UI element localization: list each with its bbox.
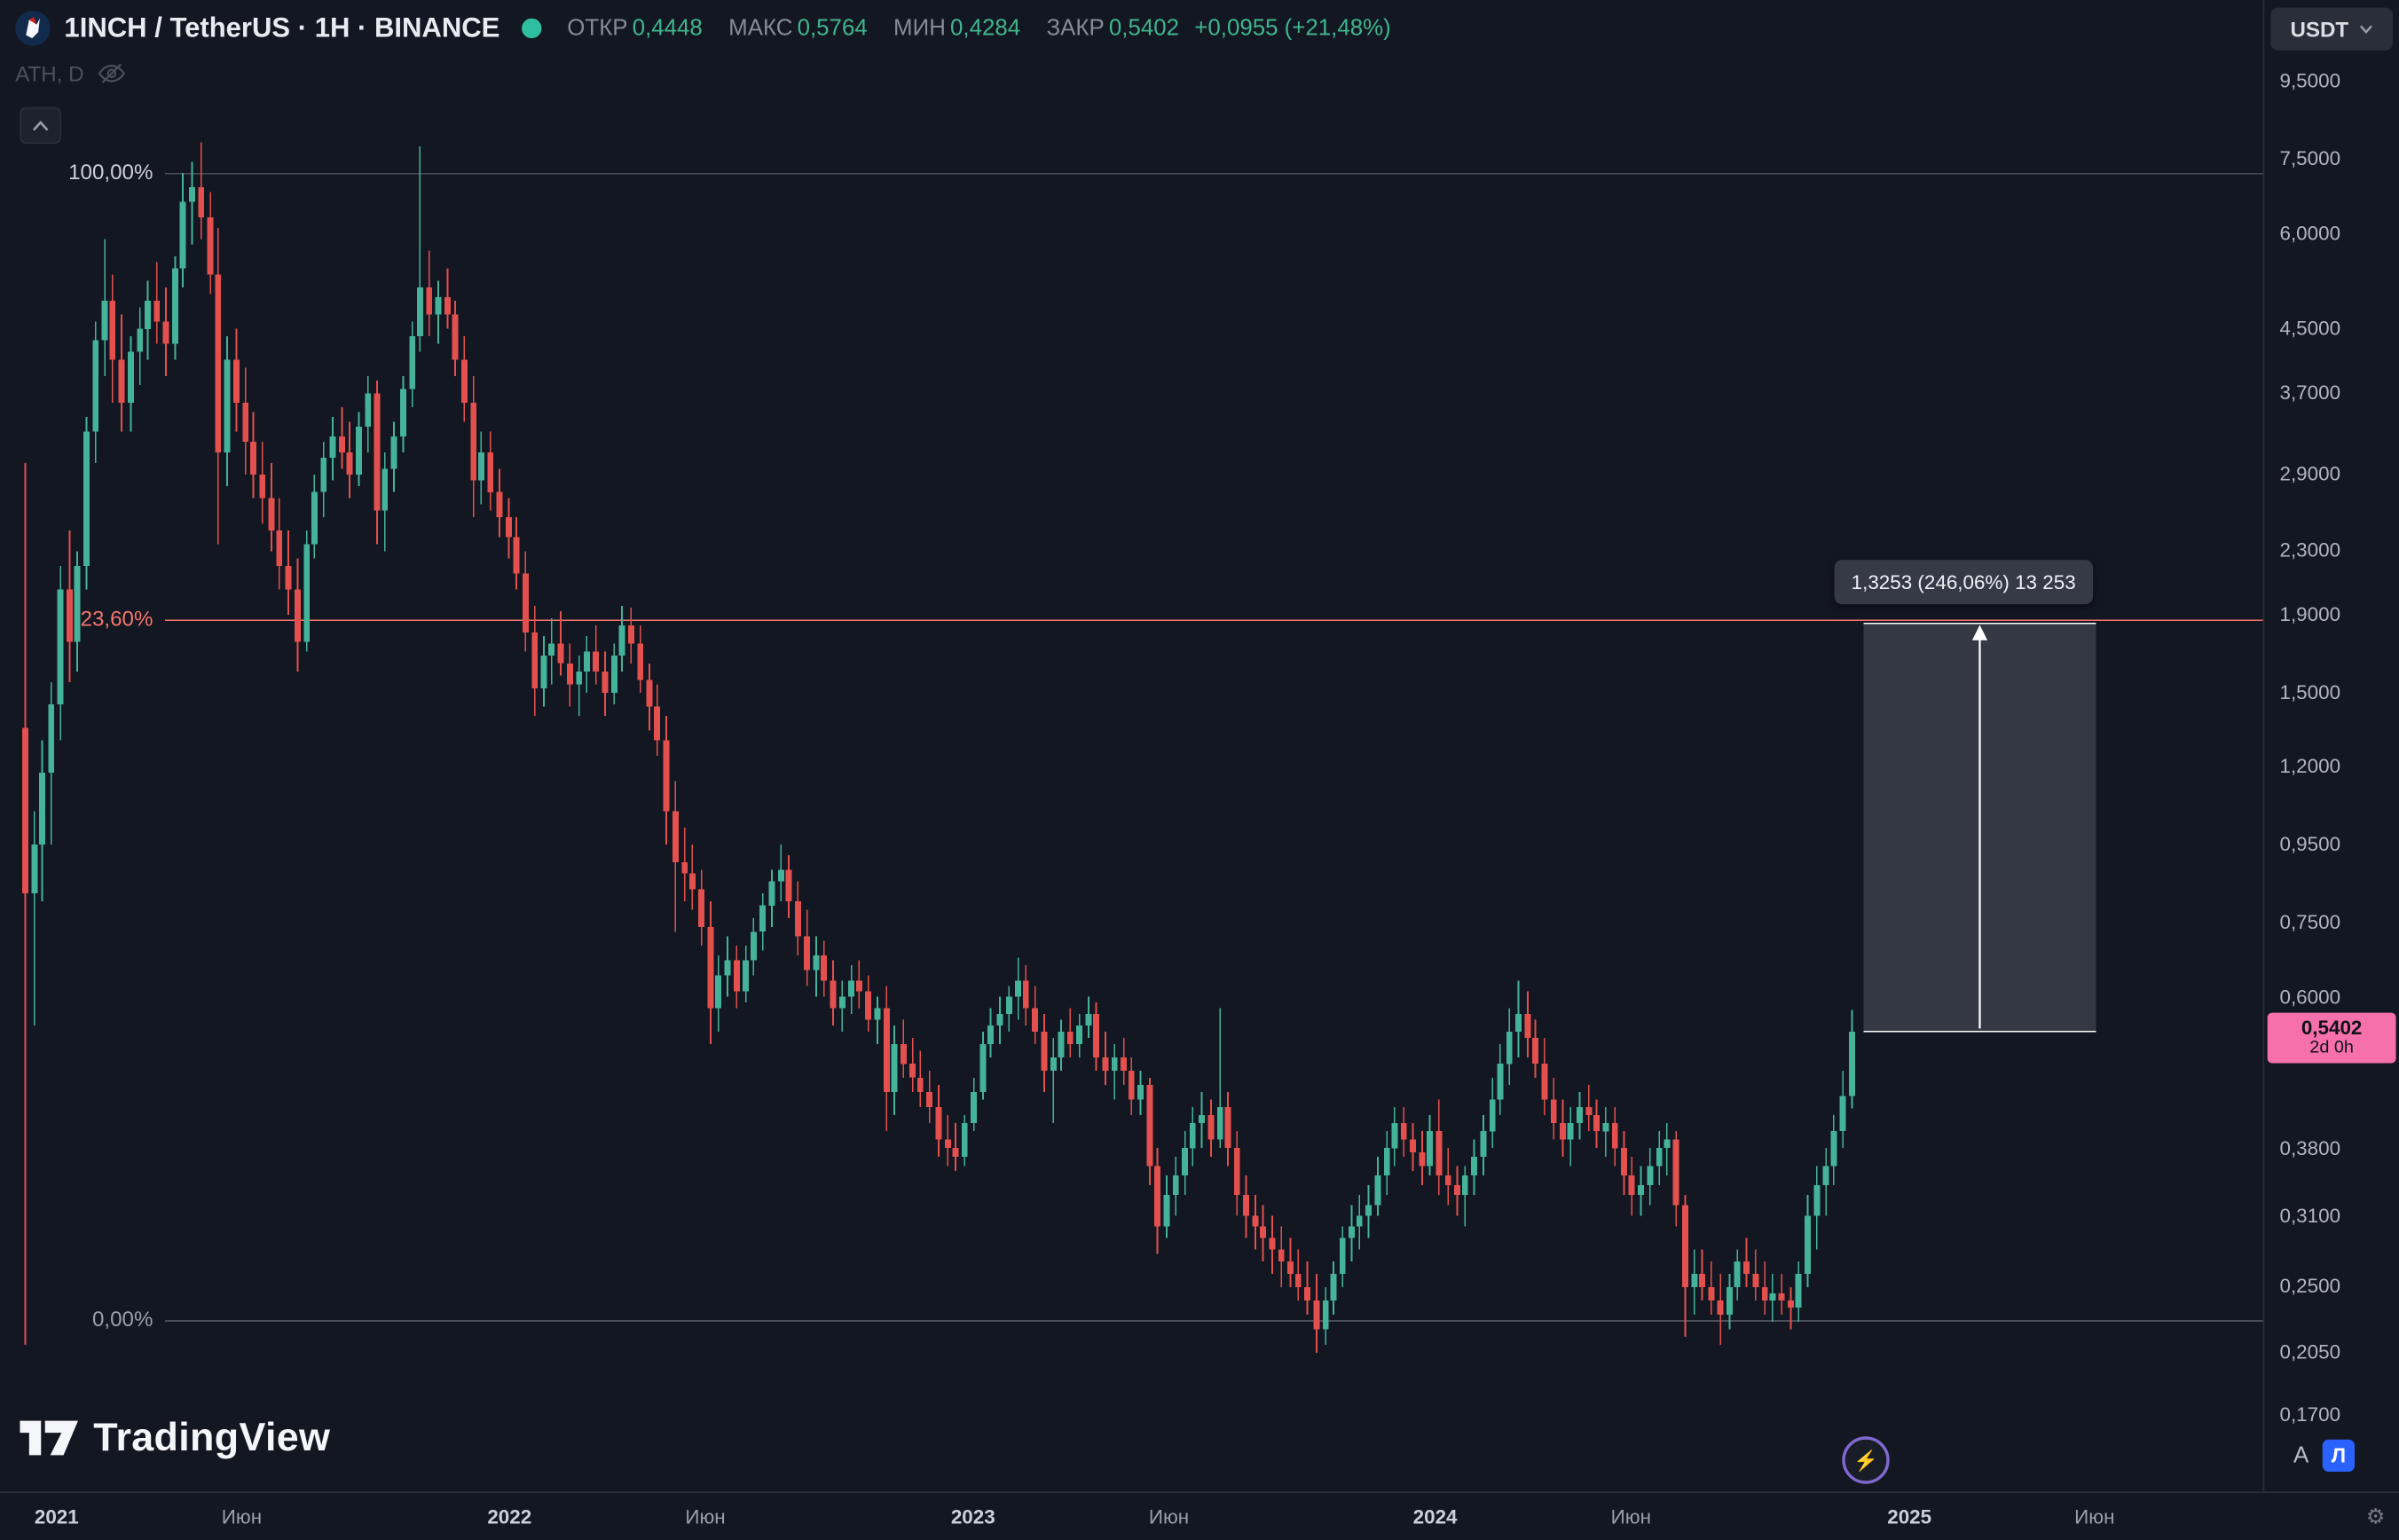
price-tick: 1,5000 bbox=[2279, 680, 2341, 704]
close-label: ЗАКР bbox=[1046, 15, 1105, 42]
bar-countdown: 2d 0h bbox=[2309, 1039, 2354, 1058]
price-tick: 0,9500 bbox=[2279, 832, 2341, 855]
lightning-button[interactable]: ⚡ bbox=[1842, 1436, 1890, 1484]
price-tick: 0,3800 bbox=[2279, 1135, 2341, 1159]
auto-scale-toggle[interactable]: А bbox=[2293, 1442, 2309, 1469]
indicator-name[interactable]: ATH, D bbox=[15, 60, 84, 86]
tradingview-text: TradingView bbox=[93, 1413, 331, 1460]
price-tick: 0,7500 bbox=[2279, 910, 2341, 934]
open-label: ОТКР bbox=[567, 15, 628, 42]
chevron-up-icon bbox=[32, 120, 49, 130]
change-value: +0,0955 (+21,48%) bbox=[1194, 15, 1391, 42]
time-axis[interactable]: 2021 Июн 2022 Июн 2023 Июн 2024 Июн 2025 Июн ⚙ bbox=[0, 1491, 2399, 1540]
price-tick: 2,9000 bbox=[2279, 462, 2341, 485]
time-tick-year: 2025 bbox=[1887, 1505, 1932, 1528]
close-value: 0,5402 bbox=[1108, 15, 1180, 42]
time-tick-year: 2022 bbox=[487, 1505, 532, 1528]
collapse-pane-button[interactable] bbox=[20, 106, 61, 145]
price-tick: 9,5000 bbox=[2279, 68, 2341, 92]
price-tick: 0,3100 bbox=[2279, 1203, 2341, 1227]
time-tick-month: Июн bbox=[221, 1505, 263, 1528]
eye-hidden-icon[interactable] bbox=[98, 63, 125, 84]
high-label: МАКС bbox=[728, 15, 793, 42]
time-tick-year: 2023 bbox=[950, 1505, 995, 1528]
price-tick: 4,5000 bbox=[2279, 316, 2341, 340]
currency-selector[interactable]: USDT bbox=[2270, 7, 2394, 51]
price-tick: 7,5000 bbox=[2279, 146, 2341, 170]
high-value: 0,5764 bbox=[797, 15, 868, 42]
fib-label-0: 0,00% bbox=[91, 1306, 153, 1332]
chevron-down-icon bbox=[2360, 25, 2372, 34]
axis-settings-gear-icon[interactable]: ⚙ bbox=[2365, 1504, 2386, 1528]
chart-pane[interactable]: 100,00% 23,60% 0,00% 1,3253 (246,06%) 13… bbox=[0, 0, 2263, 1491]
price-tick: 0,6000 bbox=[2279, 984, 2341, 1008]
candlestick-chart[interactable] bbox=[0, 0, 2263, 1491]
market-status-icon bbox=[521, 18, 541, 39]
symbol-title[interactable]: 1INCH / TetherUS · 1H · BINANCE bbox=[64, 12, 500, 43]
price-tick: 0,2500 bbox=[2279, 1274, 2341, 1298]
time-tick-month: Июн bbox=[1610, 1505, 1651, 1528]
fib-label-23-6: 23,60% bbox=[80, 606, 153, 631]
current-price: 0,5402 bbox=[2301, 1016, 2363, 1040]
time-tick-year: 2024 bbox=[1412, 1505, 1458, 1528]
time-tick-month: Июн bbox=[1148, 1505, 1190, 1528]
tradingview-mark-icon bbox=[20, 1419, 78, 1455]
fib-label-100: 100,00% bbox=[68, 159, 153, 185]
lightning-icon: ⚡ bbox=[1853, 1448, 1878, 1472]
open-value: 0,4448 bbox=[632, 15, 703, 42]
indicator-row[interactable]: ATH, D bbox=[15, 61, 125, 86]
current-price-badge: 0,5402 2d 0h bbox=[2267, 1013, 2396, 1065]
price-tick: 6,0000 bbox=[2279, 221, 2341, 245]
price-tick: 0,2050 bbox=[2279, 1340, 2341, 1363]
price-tick: 1,2000 bbox=[2279, 754, 2341, 778]
price-tick: 3,7000 bbox=[2279, 381, 2341, 405]
time-tick-month: Июн bbox=[2074, 1505, 2115, 1528]
log-scale-toggle[interactable]: Л bbox=[2322, 1439, 2356, 1472]
price-tick: 1,9000 bbox=[2279, 602, 2341, 625]
price-range-tooltip: 1,3253 (246,06%) 13 253 bbox=[1834, 559, 2093, 604]
symbol-logo bbox=[15, 11, 51, 46]
low-value: 0,4284 bbox=[950, 15, 1021, 42]
low-label: МИН bbox=[893, 15, 946, 42]
price-tick: 2,3000 bbox=[2279, 538, 2341, 562]
time-tick-year: 2021 bbox=[34, 1505, 79, 1528]
price-axis[interactable]: USDT 9,5000 7,5000 6,0000 4,5000 3,7000 2,900… bbox=[2262, 0, 2399, 1492]
currency-label: USDT bbox=[2290, 16, 2349, 42]
time-tick-month: Июн bbox=[685, 1505, 726, 1528]
price-tick: 0,1700 bbox=[2279, 1402, 2341, 1426]
tradingview-logo[interactable]: TradingView bbox=[20, 1413, 330, 1460]
